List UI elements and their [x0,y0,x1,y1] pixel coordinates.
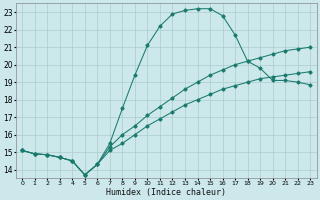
X-axis label: Humidex (Indice chaleur): Humidex (Indice chaleur) [106,188,226,197]
